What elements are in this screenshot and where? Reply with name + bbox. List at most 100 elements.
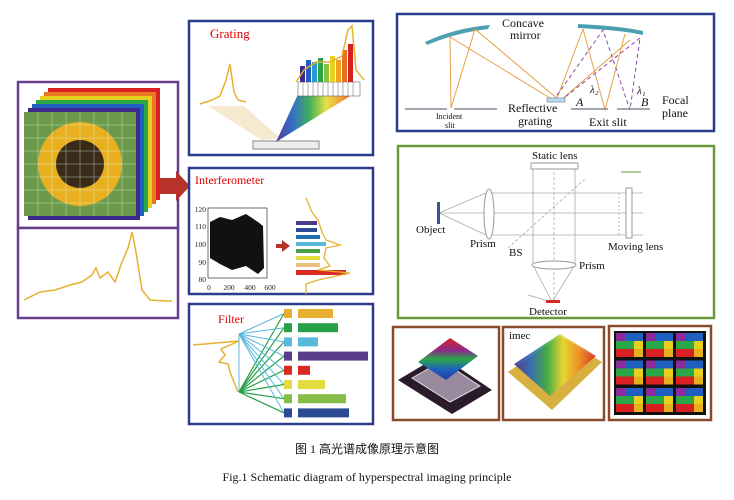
mosaic-pixel xyxy=(634,349,643,357)
incident-slit-label-2: slit xyxy=(445,121,456,130)
filter-bar xyxy=(298,380,325,389)
point-a-label: A xyxy=(575,95,584,109)
y-tick: 90 xyxy=(199,258,207,267)
mosaic-pixel xyxy=(655,360,664,369)
mosaic-pixel xyxy=(625,333,634,341)
mosaic-pixel xyxy=(655,376,664,385)
sensor-image-2: imec xyxy=(501,325,606,422)
filter-fan-line xyxy=(238,333,285,357)
filter-swatch xyxy=(284,365,292,375)
x-tick: 200 xyxy=(223,283,235,292)
mosaic-pixel xyxy=(676,360,685,369)
y-tick: 120 xyxy=(195,205,207,214)
object-marker xyxy=(437,202,440,224)
reflective-grating-label-2: grating xyxy=(518,114,552,128)
mosaic-pixel xyxy=(676,341,685,349)
mosaic-pixel xyxy=(625,341,634,349)
mosaic-pixel xyxy=(685,333,694,341)
filter-fan-line xyxy=(238,327,285,335)
prism-left-label: Prism xyxy=(470,238,496,250)
grating-element xyxy=(252,140,320,150)
moving-lens-label: Moving lens xyxy=(608,241,663,253)
filter-swatch xyxy=(284,351,292,361)
filter-fan-line xyxy=(238,333,285,399)
filter-fan-lines xyxy=(238,313,285,414)
mosaic-pixel xyxy=(646,396,655,404)
mosaic-pixel xyxy=(616,376,625,385)
mosaic-pixel xyxy=(655,396,664,404)
mosaic-pixel xyxy=(625,388,634,396)
mosaic-pixel xyxy=(694,396,703,404)
mosaic-pixel xyxy=(664,404,673,412)
mosaic-pixel xyxy=(655,368,664,377)
mosaic-pixel xyxy=(664,396,673,404)
concave-mirror-left xyxy=(425,25,490,45)
mosaic-pixel xyxy=(655,349,664,357)
filter-bar xyxy=(298,323,338,333)
filter-title: Filter xyxy=(218,312,244,326)
point-b-label: B xyxy=(641,95,649,109)
mosaic-pixel xyxy=(664,388,673,396)
hypercube-panel xyxy=(16,80,180,230)
mosaic-pixel xyxy=(685,368,694,377)
interferogram-signal xyxy=(210,214,264,274)
focal-plane-label-2: plane xyxy=(662,106,688,120)
mosaic-pixel xyxy=(646,341,655,349)
x-tick: 0 xyxy=(207,283,211,292)
mosaic-pixel xyxy=(676,376,685,385)
interferometer-spectrum-bars xyxy=(296,221,346,275)
mosaic-pixel xyxy=(634,341,643,349)
mosaic-pixel xyxy=(694,341,703,349)
caption-chinese: 图 1 高光谱成像原理示意图 xyxy=(294,442,439,456)
mosaic-pixel xyxy=(664,333,673,341)
mosaic-filter-array xyxy=(616,333,703,412)
reflective-grating-label: Reflective xyxy=(508,101,557,115)
mosaic-pixel xyxy=(625,404,634,412)
mosaic-pixel xyxy=(646,368,655,377)
pixel-spectrum-line xyxy=(23,231,172,302)
prism-left xyxy=(483,188,495,240)
mosaic-pixel xyxy=(694,360,703,369)
focal-plane-label: Focal xyxy=(662,93,689,107)
lambda2-label: λ₂ xyxy=(589,84,599,96)
filter-swatch xyxy=(284,408,292,418)
filter-bar xyxy=(298,394,346,404)
filter-fan-line xyxy=(238,383,285,393)
mosaic-pixel xyxy=(676,333,685,341)
imec-label: imec xyxy=(509,330,530,342)
mosaic-pixel xyxy=(634,404,643,412)
concave-mirror-label-2: mirror xyxy=(510,28,541,42)
mosaic-pixel xyxy=(664,376,673,385)
filter-fan-line xyxy=(238,313,285,335)
filter-bar xyxy=(298,365,310,375)
mosaic-pixel xyxy=(616,360,625,369)
caption-english: Fig.1 Schematic diagram of hyperspectral… xyxy=(222,470,512,484)
mosaic-pixel xyxy=(685,360,694,369)
detector-label: Detector xyxy=(529,306,567,318)
grating-spectrum-bars xyxy=(300,44,353,82)
mosaic-pixel xyxy=(634,360,643,369)
mosaic-pixel xyxy=(625,349,634,357)
sensor-image-3 xyxy=(607,324,713,422)
fourier-optics-panel: Static lens Object Prism BS Prism Moving… xyxy=(396,144,716,320)
mosaic-pixel xyxy=(655,333,664,341)
mosaic-pixel xyxy=(634,333,643,341)
filter-bar xyxy=(298,351,368,361)
reflective-grating-element xyxy=(546,97,566,103)
mosaic-pixel xyxy=(676,396,685,404)
filter-swatch xyxy=(284,337,292,347)
mosaic-pixel xyxy=(664,341,673,349)
y-tick: 100 xyxy=(195,240,207,249)
y-tick: 110 xyxy=(195,222,206,231)
prism-bottom-label: Prism xyxy=(579,260,605,272)
mosaic-pixel xyxy=(676,368,685,377)
mosaic-pixel xyxy=(646,333,655,341)
filter-fan-line xyxy=(238,369,285,393)
mosaic-pixel xyxy=(694,376,703,385)
mosaic-pixel xyxy=(634,376,643,385)
mosaic-pixel xyxy=(616,341,625,349)
filter-swatch xyxy=(284,394,292,404)
filter-fan-line xyxy=(238,333,285,414)
grating-title: Grating xyxy=(210,26,250,41)
mosaic-pixel xyxy=(646,360,655,369)
